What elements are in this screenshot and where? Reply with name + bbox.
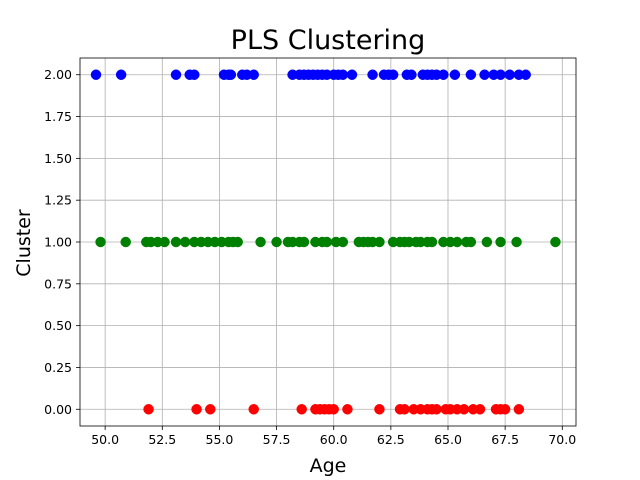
data-point (248, 69, 259, 80)
data-point (346, 69, 358, 80)
data-point (342, 404, 353, 415)
x-tick-label: 55.0 (206, 432, 234, 447)
data-point (399, 404, 410, 415)
data-point (159, 236, 170, 248)
data-point (504, 69, 515, 80)
data-point (367, 69, 378, 80)
data-point (321, 236, 333, 248)
data-point (426, 236, 438, 248)
data-point (520, 69, 531, 80)
ticks: 50.0 52.5 55.0 57.5 60.0 62.5 65.0 67.5 70.0 0.00… (44, 67, 576, 447)
x-tick-label: 65.0 (434, 432, 462, 447)
x-tick-label: 62.5 (377, 432, 405, 447)
data-point (191, 404, 202, 415)
data-point (495, 236, 506, 248)
chart-title: PLS Clustering (231, 25, 426, 56)
y-tick-label: 1.00 (44, 235, 72, 250)
data-point (550, 236, 561, 248)
data-point (170, 236, 182, 248)
data-point (465, 69, 477, 80)
x-tick-label: 52.5 (148, 432, 176, 447)
data-point (499, 404, 511, 415)
data-point (337, 236, 349, 248)
data-point (438, 69, 449, 80)
data-point (296, 404, 307, 415)
y-tick-label: 2.00 (44, 67, 72, 82)
data-point (205, 404, 216, 415)
x-tick-label: 50.0 (91, 432, 119, 447)
data-point (179, 236, 191, 248)
x-tick-label: 67.5 (491, 432, 519, 447)
y-tick-label: 0.00 (44, 402, 72, 417)
y-tick-label: 1.50 (44, 151, 72, 166)
y-tick-label: 0.25 (44, 360, 72, 375)
y-axis-label: Cluster (13, 209, 35, 277)
data-point (255, 236, 266, 248)
data-point (458, 404, 470, 415)
data-point (248, 404, 259, 415)
data-point (479, 69, 490, 80)
data-point (451, 236, 463, 248)
x-tick-label: 70.0 (548, 432, 576, 447)
data-point (225, 69, 237, 80)
data-point (511, 236, 522, 248)
data-point (120, 236, 131, 248)
data-point (474, 404, 486, 415)
data-point (465, 236, 477, 248)
data-point (328, 404, 339, 415)
data-point (232, 236, 243, 248)
x-axis-label: Age (310, 455, 347, 477)
y-tick-label: 1.75 (44, 109, 72, 124)
y-tick-label: 0.50 (44, 318, 72, 333)
data-point (95, 236, 106, 248)
y-tick-label: 1.25 (44, 193, 72, 208)
data-point (337, 69, 349, 80)
data-point (495, 69, 506, 80)
data-point (170, 69, 182, 80)
y-tick-label: 0.75 (44, 276, 72, 291)
data-point (189, 69, 200, 80)
data-point (271, 236, 282, 248)
data-point (143, 404, 154, 415)
data-point (449, 69, 461, 80)
x-tick-label: 60.0 (320, 432, 348, 447)
data-point (481, 236, 493, 248)
data-point (406, 69, 417, 80)
data-point (374, 404, 385, 415)
data-point (90, 69, 102, 80)
data-point (513, 404, 525, 415)
data-point (115, 69, 127, 80)
data-point (298, 236, 310, 248)
data-point (387, 69, 399, 80)
x-tick-label: 57.5 (263, 432, 291, 447)
data-point (374, 236, 385, 248)
data-point (431, 404, 442, 415)
data-points (90, 69, 561, 415)
